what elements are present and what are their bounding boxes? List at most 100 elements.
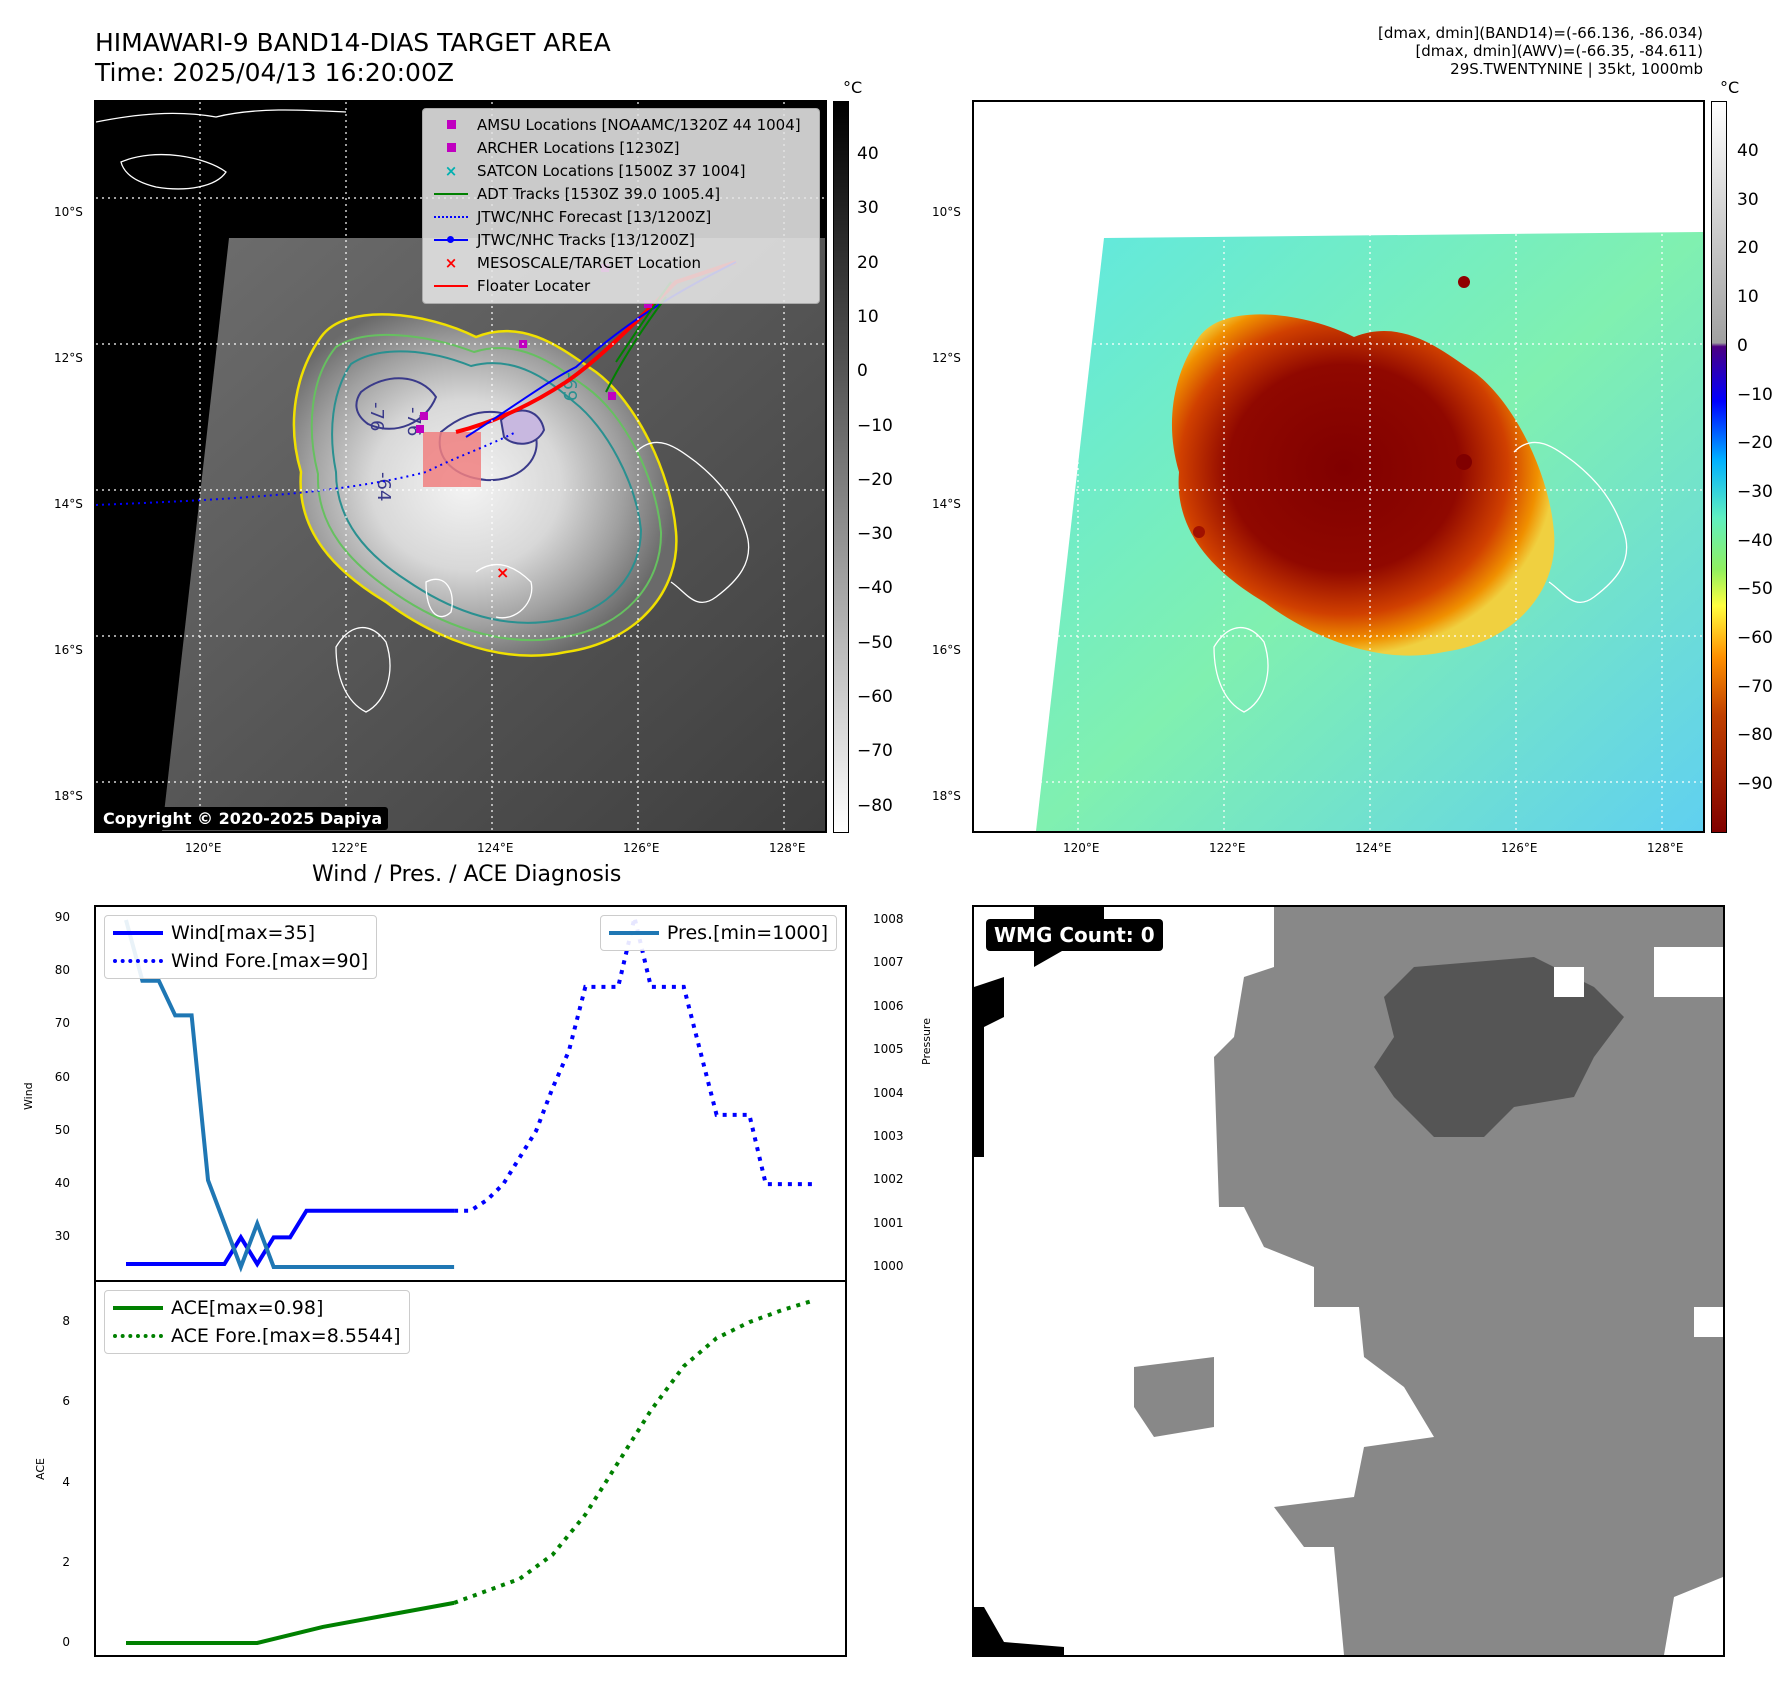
wind-axis-label: Wind <box>22 1082 35 1110</box>
awv-map-canvas <box>974 102 1703 831</box>
dotted-line-icon <box>113 1334 163 1338</box>
floater-track <box>455 260 737 434</box>
lon-label: 126°E <box>623 841 660 855</box>
axis-tick-label: 4 <box>62 1474 70 1489</box>
colorbar-tick-label: 0 <box>1737 335 1748 356</box>
ace-panel: ACE[max=0.98] ACE Fore.[max=8.5544] <box>94 1280 847 1657</box>
lon-label: 120°E <box>1063 841 1100 855</box>
colorbar-tick-label: −70 <box>1737 676 1773 697</box>
solid-line-icon <box>608 931 659 935</box>
lon-label: 128°E <box>1647 841 1684 855</box>
colorbar-tick-label: 30 <box>1737 189 1759 210</box>
colorbar-tick-label: 20 <box>857 252 879 273</box>
awv-cell <box>1193 526 1205 538</box>
diagnosis-title: Wind / Pres. / ACE Diagnosis <box>312 862 622 887</box>
colorbar-tick-label: 10 <box>857 306 879 327</box>
solid-line-icon <box>113 931 163 935</box>
solid-line-icon <box>113 1306 163 1310</box>
wmg-canvas <box>974 907 1723 1655</box>
jtwc-forecast-track <box>96 431 517 506</box>
lon-label: 124°E <box>1355 841 1392 855</box>
ace-plot <box>126 1298 816 1645</box>
legend-item: × SATCON Locations [1500Z 37 1004] <box>431 159 811 182</box>
lat-label: 18°S <box>932 789 961 803</box>
colorbar-tick-label: −30 <box>1737 481 1773 502</box>
contour-label: -76 <box>366 402 387 431</box>
square-icon <box>431 120 471 129</box>
awv-colorbar-unit: °C <box>1720 78 1740 97</box>
wind-pres-panel: Wind[max=35] Wind Fore.[max=90] Pres.[mi… <box>94 905 847 1282</box>
ir-colorbar-unit: °C <box>843 78 863 97</box>
axis-tick-label: 70 <box>54 1016 70 1031</box>
colorbar-tick-label: −60 <box>1737 628 1773 648</box>
dotted-line-icon <box>431 215 471 218</box>
wmg-dark-region <box>1374 957 1624 1137</box>
legend-item: × MESOSCALE/TARGET Location <box>431 251 811 274</box>
colorbar-tick-label: 30 <box>857 198 879 219</box>
colorbar-tick-label: −90 <box>1737 774 1773 795</box>
copyright-badge: Copyright © 2020-2025 Dapiya <box>97 807 389 830</box>
legend-item: Wind[max=35] <box>113 919 368 947</box>
wmg-gray-region <box>1134 1357 1214 1437</box>
lon-label: 122°E <box>331 841 368 855</box>
contour-teal <box>331 350 643 624</box>
ace-axis-label: ACE <box>34 1458 47 1480</box>
legend-item: Floater Locater <box>431 274 811 297</box>
ace-line <box>126 1600 455 1645</box>
axis-tick-label: 1007 <box>873 955 904 970</box>
axis-tick-label: 1004 <box>873 1085 904 1100</box>
awv-cell <box>1458 276 1470 288</box>
legend-item: JTWC/NHC Tracks [13/1200Z] <box>431 228 811 251</box>
colorbar-tick-label: −50 <box>857 632 893 653</box>
legend-item: Wind Fore.[max=90] <box>113 947 368 975</box>
colorbar-tick-label: −80 <box>857 795 893 816</box>
axis-tick-label: 1006 <box>873 998 904 1013</box>
lat-label: 14°S <box>54 497 83 511</box>
wmg-count-badge: WMG Count: 0 <box>986 919 1163 951</box>
wind-plot <box>124 917 815 1273</box>
line-icon <box>431 284 471 287</box>
pres-legend: Pres.[min=1000] <box>599 915 837 951</box>
axis-tick-label: 8 <box>62 1314 70 1329</box>
colorbar-tick-label: −20 <box>857 469 893 490</box>
pres-axis-label: Pressure <box>920 1018 933 1065</box>
axis-tick-label: 1001 <box>873 1215 904 1230</box>
axis-tick-label: 50 <box>54 1122 70 1137</box>
ir-map-canvas: -76 -76 -64 -69 × <box>96 102 825 831</box>
info-band14: [dmax, dmin](BAND14)=(-66.136, -86.034) <box>1378 24 1703 42</box>
colorbar-tick-label: −70 <box>857 741 893 762</box>
info-storm: 29S.TWENTYNINE | 35kt, 1000mb <box>1450 60 1703 78</box>
axis-tick-label: 80 <box>54 962 70 977</box>
ace-legend: ACE[max=0.98] ACE Fore.[max=8.5544] <box>104 1290 410 1354</box>
x-icon: × <box>444 161 458 180</box>
lon-label: 120°E <box>185 841 222 855</box>
contour-yellow <box>292 313 678 657</box>
axis-tick-label: 1008 <box>873 912 904 926</box>
colorbar-tick-label: 0 <box>857 361 868 382</box>
wmg-black-region <box>974 977 1004 1157</box>
figure-title: HIMAWARI-9 BAND14-DIAS TARGET AREA <box>95 28 611 57</box>
colorbar-tick-label: −10 <box>1737 384 1773 405</box>
colorbar-tick-label: −40 <box>857 578 893 599</box>
colorbar-tick-label: 40 <box>1737 141 1759 161</box>
axis-tick-label: 6 <box>62 1394 70 1409</box>
lat-label: 14°S <box>932 497 961 511</box>
lon-label: 124°E <box>477 841 514 855</box>
ir-colorbar <box>833 101 849 833</box>
legend-item: ADT Tracks [1530Z 39.0 1005.4] <box>431 182 811 205</box>
lat-label: 16°S <box>932 643 961 657</box>
colorbar-tick-label: −20 <box>1737 433 1773 454</box>
legend-item: AMSU Locations [NOAAMC/1320Z 44 1004] <box>431 113 811 136</box>
axis-tick-label: 30 <box>54 1229 70 1244</box>
axis-tick-label: 2 <box>62 1554 70 1569</box>
legend-item: Pres.[min=1000] <box>608 919 828 947</box>
info-block: [dmax, dmin](BAND14)=(-66.136, -86.034) … <box>1103 24 1703 78</box>
colorbar-tick-label: −30 <box>857 524 893 545</box>
axis-tick-label: 1002 <box>873 1172 904 1187</box>
wmg-eye <box>1554 967 1584 997</box>
contour-core-west <box>355 377 438 430</box>
lon-label: 122°E <box>1209 841 1246 855</box>
lat-label: 18°S <box>54 789 83 803</box>
mesoscale-marker: × <box>496 563 509 582</box>
lon-label: 126°E <box>1501 841 1538 855</box>
